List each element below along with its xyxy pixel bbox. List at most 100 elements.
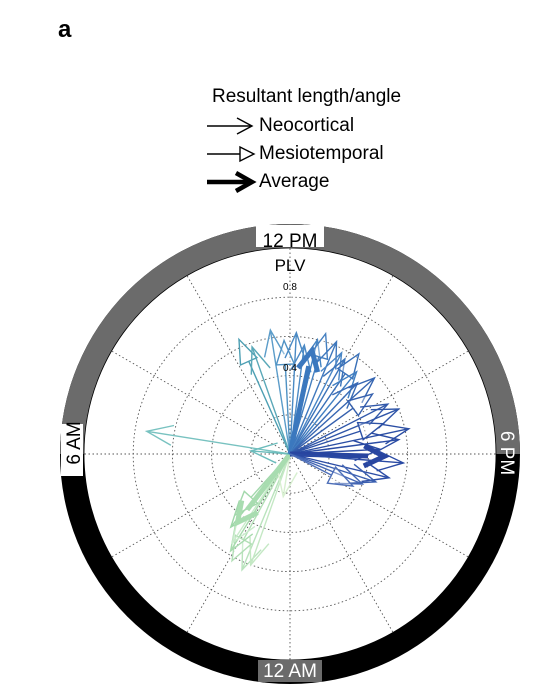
vector-head: [376, 450, 406, 472]
open-arrow-icon: [207, 117, 254, 135]
radial-tick-0-4: 0.4: [283, 363, 297, 374]
vector-head: [370, 408, 401, 429]
vector-shaft: [289, 358, 346, 455]
vector-mesiotemporal: [289, 421, 386, 455]
vector-shaft: [289, 453, 363, 485]
vector-neocortical: [289, 376, 376, 455]
night-band: [60, 224, 520, 454]
legend-item-average: Average: [205, 168, 401, 196]
vector-shaft: [242, 453, 291, 541]
vector-shaft: [289, 428, 410, 455]
vector-head: [326, 465, 355, 487]
vector-shaft: [245, 452, 292, 512]
vector-shaft: [289, 453, 332, 476]
vector-neocortical: [289, 453, 378, 485]
vector-layer: [144, 328, 411, 572]
vector-head: [346, 392, 375, 417]
vector-head: [144, 424, 175, 446]
vector-shaft: [289, 341, 338, 455]
label-patch-bottom: [258, 660, 322, 682]
vector-shaft: [289, 373, 346, 455]
vector-head: [336, 352, 360, 380]
radial-axis-label: PLV: [275, 256, 307, 275]
vector-shaft: [269, 329, 291, 455]
vector-neocortical: [289, 432, 401, 455]
bold-arrow-icon: [207, 171, 257, 193]
vector-head: [248, 442, 278, 464]
vector-shaft: [289, 453, 376, 483]
vector-head: [347, 463, 378, 485]
vector-head: [371, 432, 401, 454]
vector-shaft: [146, 430, 291, 455]
vector-head: [356, 421, 386, 441]
vector-shaft: [289, 382, 358, 455]
vector-shaft: [289, 438, 399, 455]
clock-label-6am: 6 AM: [64, 421, 85, 464]
vector-shaft: [289, 377, 375, 455]
vector-shaft: [289, 453, 390, 479]
vector-head: [348, 376, 376, 404]
vector-head: [250, 345, 271, 375]
vector-shaft: [289, 403, 389, 455]
vector-shaft: [289, 332, 298, 455]
label-patch-top: [256, 225, 324, 247]
grid-ring: [171, 335, 409, 573]
legend-title: Resultant length/angle: [212, 86, 402, 107]
vector-head: [334, 464, 365, 485]
vector-head: [290, 343, 312, 373]
vector-head: [276, 469, 298, 499]
vector-shaft: [289, 352, 343, 455]
vector-shaft: [251, 346, 291, 455]
vector-mesiotemporal: [289, 392, 375, 455]
vector-shaft: [289, 408, 399, 455]
clock-label-6pm: 6 PM: [496, 431, 517, 475]
vector-neocortical: [249, 453, 291, 567]
vector-head: [238, 337, 259, 367]
vector-head: [362, 443, 390, 469]
vector-shaft: [248, 361, 291, 455]
legend-item-neocortical: Neocortical: [205, 112, 401, 140]
vector-neocortical: [144, 424, 291, 455]
vector-head: [320, 350, 343, 381]
radial-tick-0-8: 0.8: [283, 282, 297, 293]
vector-head: [234, 499, 259, 527]
vector-average: [234, 452, 292, 527]
vector-neocortical: [248, 442, 291, 464]
vector-neocortical: [289, 339, 338, 455]
legend-label-neocortical: Neocortical: [259, 115, 355, 136]
vector-shaft: [284, 364, 291, 455]
vector-head: [316, 339, 338, 370]
vector-head: [249, 536, 270, 567]
vector-mesiotemporal: [289, 352, 360, 455]
vector-shaft: [250, 453, 291, 566]
vector-head: [296, 345, 321, 373]
panel-label: a: [58, 16, 72, 43]
triangle-arrow-icon: [207, 145, 256, 163]
vector-head: [263, 328, 285, 358]
label-patch-left: [61, 424, 83, 476]
vector-neocortical: [289, 450, 406, 472]
legend-item-mesiotemporal: Mesiotemporal: [205, 140, 401, 168]
vector-shaft: [282, 453, 291, 497]
clock-label-12pm: 12 PM: [263, 231, 318, 252]
legend-label-mesiotemporal: Mesiotemporal: [259, 143, 384, 164]
legend: Resultant length/angle Neocortical Mesio…: [205, 86, 401, 196]
vector-neocortical: [276, 453, 298, 499]
vector-shaft: [289, 407, 354, 455]
vector-neocortical: [250, 345, 291, 455]
legend-label-average: Average: [259, 171, 330, 192]
vector-neocortical: [289, 408, 401, 455]
vector-mesiotemporal: [289, 453, 355, 487]
vector-neocortical: [289, 453, 365, 485]
vector-head: [275, 338, 296, 366]
vector-shaft: [289, 371, 358, 455]
vector-shaft: [289, 453, 404, 464]
vector-mesiotemporal: [275, 338, 296, 455]
axis-labels: 12 PM 12 AM 6 AM 6 PM PLV 0.8 0.4: [64, 231, 517, 682]
vector-neocortical: [289, 350, 343, 455]
vector-shaft: [287, 365, 312, 455]
vector-mesiotemporal: [238, 337, 291, 455]
clock-label-12am: 12 AM: [263, 661, 317, 682]
vector-shaft: [289, 430, 361, 455]
vector-neocortical: [263, 328, 291, 455]
